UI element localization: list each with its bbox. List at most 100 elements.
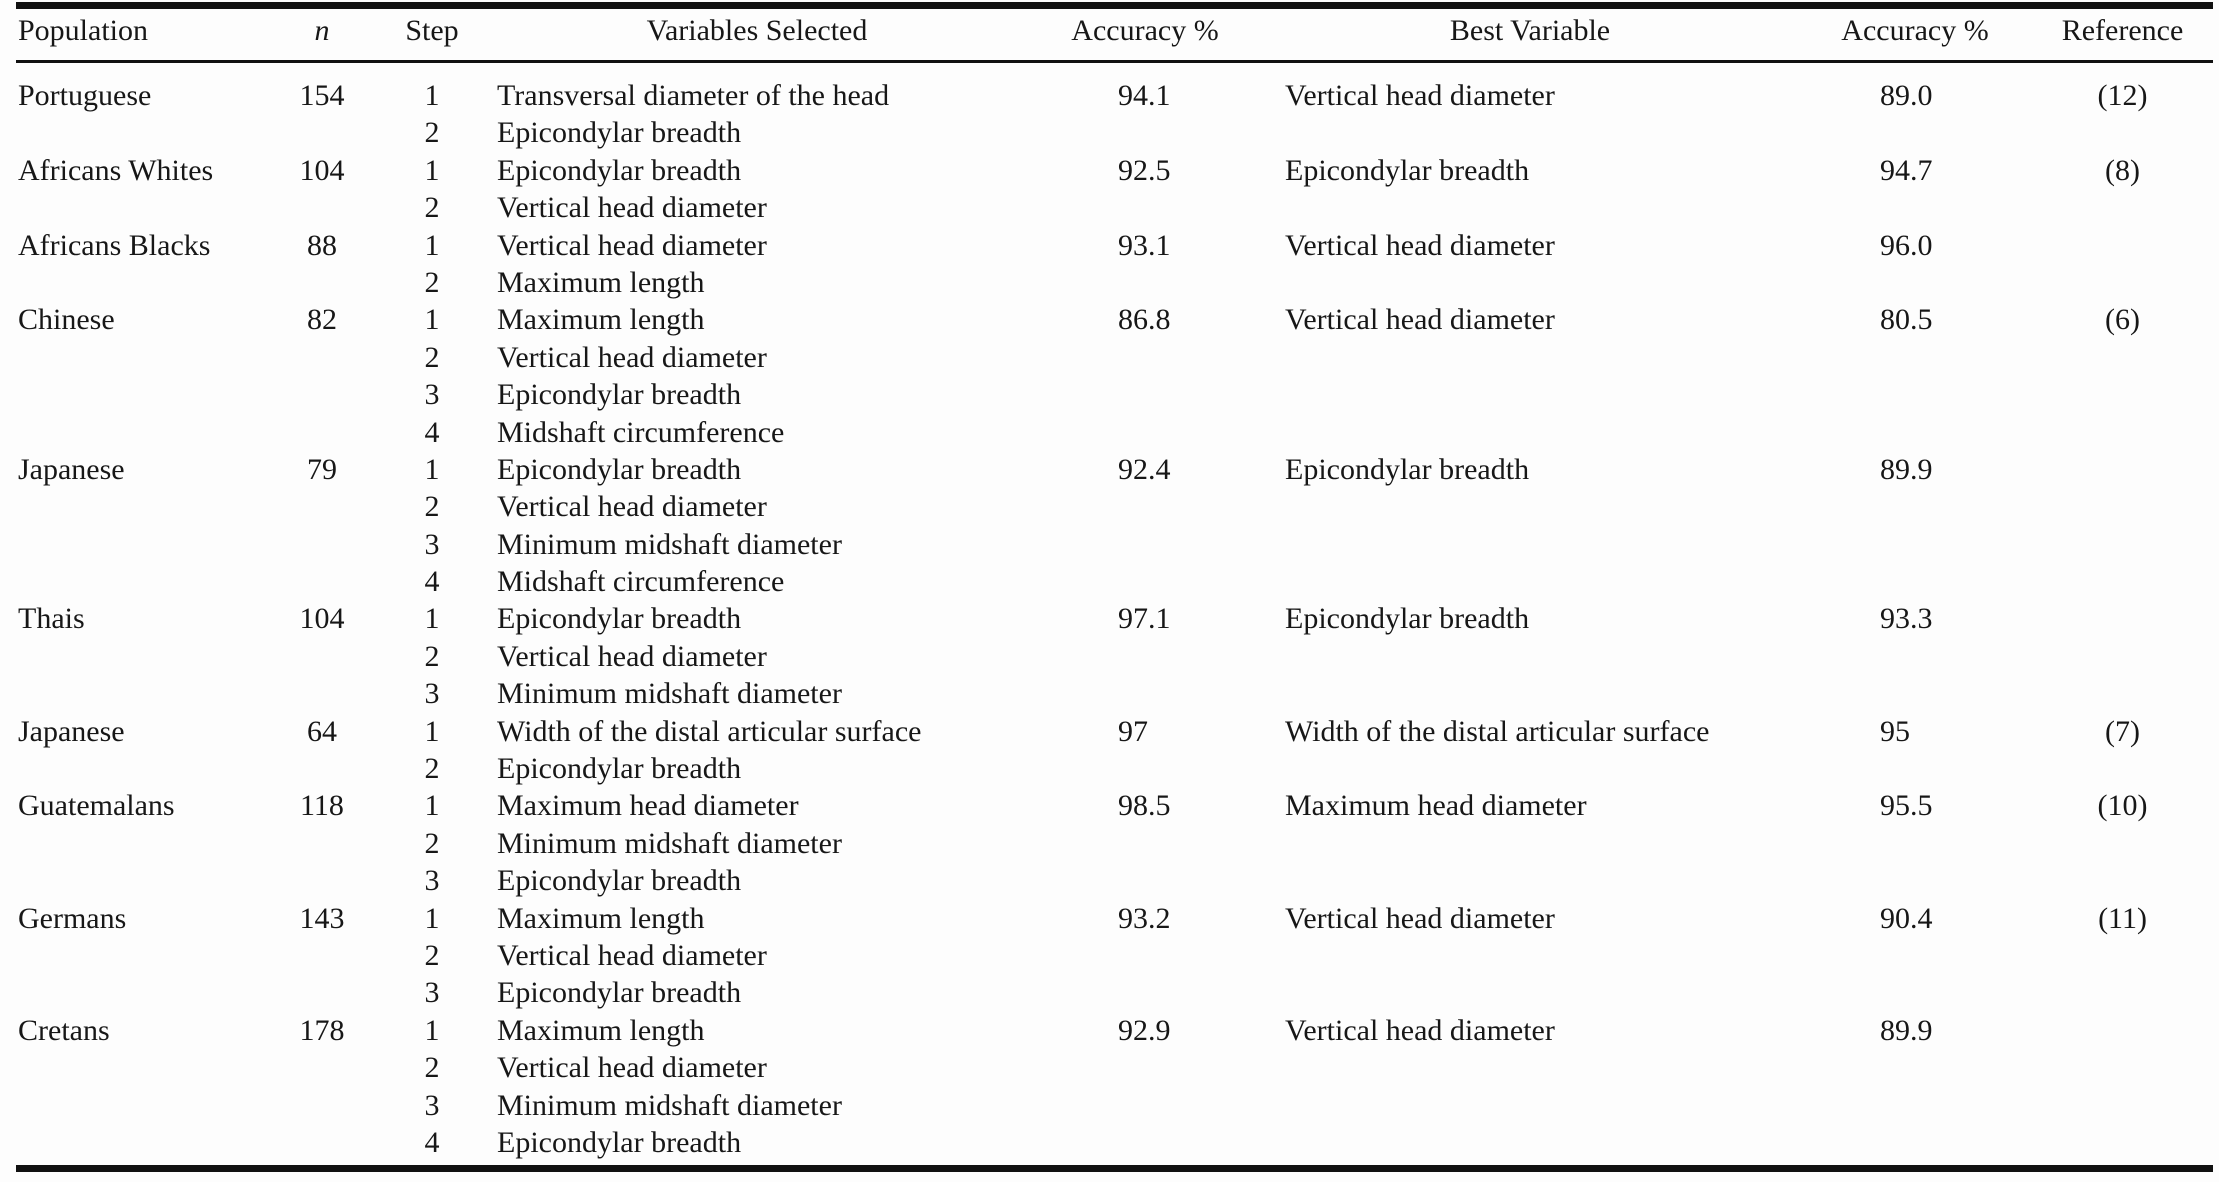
population-cell: Cretans bbox=[18, 1013, 110, 1047]
step-cell: 1 bbox=[424, 1013, 440, 1047]
table-body: Portuguese 154 94.1 Vertical head diameter 8… bbox=[0, 77, 2219, 1161]
variable-cell: Maximum length bbox=[497, 901, 705, 935]
best-accuracy-cell: 89.0 bbox=[1880, 79, 1933, 112]
table-row-line: 2 Vertical head diameter bbox=[0, 189, 2219, 226]
table-row-line: 4 Midshaft circumference bbox=[0, 414, 2219, 451]
variable-cell: Epicondylar breadth bbox=[497, 602, 742, 636]
table-row-line: Portuguese 154 94.1 Vertical head diameter 8… bbox=[0, 77, 2219, 114]
reference-cell: (11) bbox=[2098, 901, 2147, 935]
variable-cell: Minimum midshaft diameter bbox=[497, 527, 842, 561]
variable-cell: Epicondylar breadth bbox=[497, 153, 742, 187]
reference-cell: (7) bbox=[2105, 714, 2140, 748]
variable-cell: Vertical head diameter bbox=[497, 340, 767, 374]
step-cell: 3 bbox=[424, 677, 440, 711]
n-cell: 82 bbox=[307, 303, 337, 337]
table-row-line: Cretans 178 92.9 Vertical head diameter 89.9… bbox=[0, 1012, 2219, 1049]
table-header-rule bbox=[16, 60, 2213, 63]
n-cell: 104 bbox=[299, 153, 345, 187]
step-cell: 2 bbox=[424, 826, 440, 860]
accuracy-cell: 97.1 bbox=[1118, 602, 1171, 636]
accuracy-cell: 97 bbox=[1118, 714, 1148, 748]
best-variable-cell: Epicondylar breadth bbox=[1285, 452, 1530, 486]
best-variable-cell: Vertical head diameter bbox=[1285, 1013, 1555, 1047]
best-accuracy-cell: 90.4 bbox=[1880, 901, 1933, 935]
best-accuracy-cell: 95.5 bbox=[1880, 789, 1933, 823]
step-cell: 2 bbox=[424, 490, 440, 524]
step-cell: 4 bbox=[424, 1125, 440, 1159]
population-cell: Portuguese bbox=[18, 79, 152, 112]
variable-cell: Minimum midshaft diameter bbox=[497, 677, 842, 711]
accuracy-cell: 93.1 bbox=[1118, 228, 1171, 262]
table-top-rule bbox=[16, 2, 2213, 9]
accuracy-cell: 92.4 bbox=[1118, 452, 1171, 486]
accuracy-cell: 98.5 bbox=[1118, 789, 1171, 823]
table-row-line: 2 Vertical head diameter bbox=[0, 1049, 2219, 1086]
column-header-best-variable: Best Variable bbox=[1449, 14, 1611, 47]
best-variable-cell: Vertical head diameter bbox=[1285, 303, 1555, 337]
variable-cell: Maximum head diameter bbox=[497, 789, 799, 823]
column-header-population: Population bbox=[18, 14, 149, 47]
step-cell: 1 bbox=[424, 602, 440, 636]
variable-cell: Epicondylar breadth bbox=[497, 752, 742, 786]
n-cell: 118 bbox=[300, 789, 344, 823]
table-row-line: Japanese 79 92.4 Epicondylar breadth 89.9 1 Ep… bbox=[0, 451, 2219, 488]
best-variable-cell: Vertical head diameter bbox=[1285, 228, 1555, 262]
accuracy-cell: 86.8 bbox=[1118, 303, 1171, 337]
step-cell: 4 bbox=[424, 565, 440, 599]
population-cell: Japanese bbox=[18, 452, 125, 486]
table-row-line: 2 Vertical head diameter bbox=[0, 339, 2219, 376]
population-cell: Thais bbox=[18, 602, 85, 636]
variable-cell: Minimum midshaft diameter bbox=[497, 1088, 842, 1122]
step-cell: 2 bbox=[424, 340, 440, 374]
accuracy-cell: 93.2 bbox=[1118, 901, 1171, 935]
best-accuracy-cell: 94.7 bbox=[1880, 153, 1933, 187]
population-cell: Japanese bbox=[18, 714, 125, 748]
step-cell: 2 bbox=[424, 639, 440, 673]
best-accuracy-cell: 95 bbox=[1880, 714, 1910, 748]
step-cell: 1 bbox=[424, 303, 440, 337]
best-accuracy-cell: 89.9 bbox=[1880, 452, 1933, 486]
variable-cell: Minimum midshaft diameter bbox=[497, 826, 842, 860]
variable-cell: Epicondylar breadth bbox=[497, 976, 742, 1010]
step-cell: 1 bbox=[424, 452, 440, 486]
table-row-line: 3 Minimum midshaft diameter bbox=[0, 526, 2219, 563]
table-row-line: Chinese 82 86.8 Vertical head diameter 80.5 (… bbox=[0, 301, 2219, 338]
column-header-reference: Reference bbox=[2061, 14, 2184, 47]
table-row-line: Thais 104 97.1 Epicondylar breadth 93.3 1 Epic… bbox=[0, 600, 2219, 637]
column-header-variables: Variables Selected bbox=[646, 14, 868, 47]
step-cell: 3 bbox=[424, 976, 440, 1010]
variable-cell: Vertical head diameter bbox=[497, 1051, 767, 1085]
step-cell: 1 bbox=[424, 714, 440, 748]
table-row-line: 3 Epicondylar breadth bbox=[0, 376, 2219, 413]
variable-cell: Epicondylar breadth bbox=[497, 864, 742, 898]
variable-cell: Midshaft circumference bbox=[497, 565, 785, 599]
table-row-line: 2 Minimum midshaft diameter bbox=[0, 825, 2219, 862]
step-cell: 3 bbox=[424, 527, 440, 561]
variable-cell: Width of the distal articular surface bbox=[497, 714, 922, 748]
column-header-step: Step bbox=[405, 14, 459, 47]
table-row-line: 4 Midshaft circumference bbox=[0, 563, 2219, 600]
step-cell: 2 bbox=[424, 1051, 440, 1085]
column-header-accuracy-2: Accuracy % bbox=[1841, 14, 1989, 47]
step-cell: 2 bbox=[424, 938, 440, 972]
variable-cell: Maximum length bbox=[497, 265, 705, 299]
table-row-line: Germans 143 93.2 Vertical head diameter 90.4… bbox=[0, 900, 2219, 937]
n-cell: 64 bbox=[307, 714, 337, 748]
table-row-line: Africans Whites 104 92.5 Epicondylar breadt… bbox=[0, 152, 2219, 189]
table-row-line: 2 Vertical head diameter bbox=[0, 638, 2219, 675]
best-variable-cell: Vertical head diameter bbox=[1285, 901, 1555, 935]
population-cell: Africans Whites bbox=[18, 153, 214, 187]
step-cell: 2 bbox=[424, 191, 440, 225]
variable-cell: Transversal diameter of the head bbox=[497, 79, 890, 112]
table-row-line: 2 Vertical head diameter bbox=[0, 488, 2219, 525]
table-row-line: 3 Epicondylar breadth bbox=[0, 974, 2219, 1011]
variable-cell: Epicondylar breadth bbox=[497, 378, 742, 412]
table-row-line: 4 Epicondylar breadth bbox=[0, 1124, 2219, 1161]
population-cell: Chinese bbox=[18, 303, 115, 337]
best-accuracy-cell: 93.3 bbox=[1880, 602, 1933, 636]
step-cell: 3 bbox=[424, 864, 440, 898]
variable-cell: Maximum length bbox=[497, 1013, 705, 1047]
best-variable-cell: Width of the distal articular surface bbox=[1285, 714, 1710, 748]
reference-cell: (8) bbox=[2105, 153, 2140, 187]
